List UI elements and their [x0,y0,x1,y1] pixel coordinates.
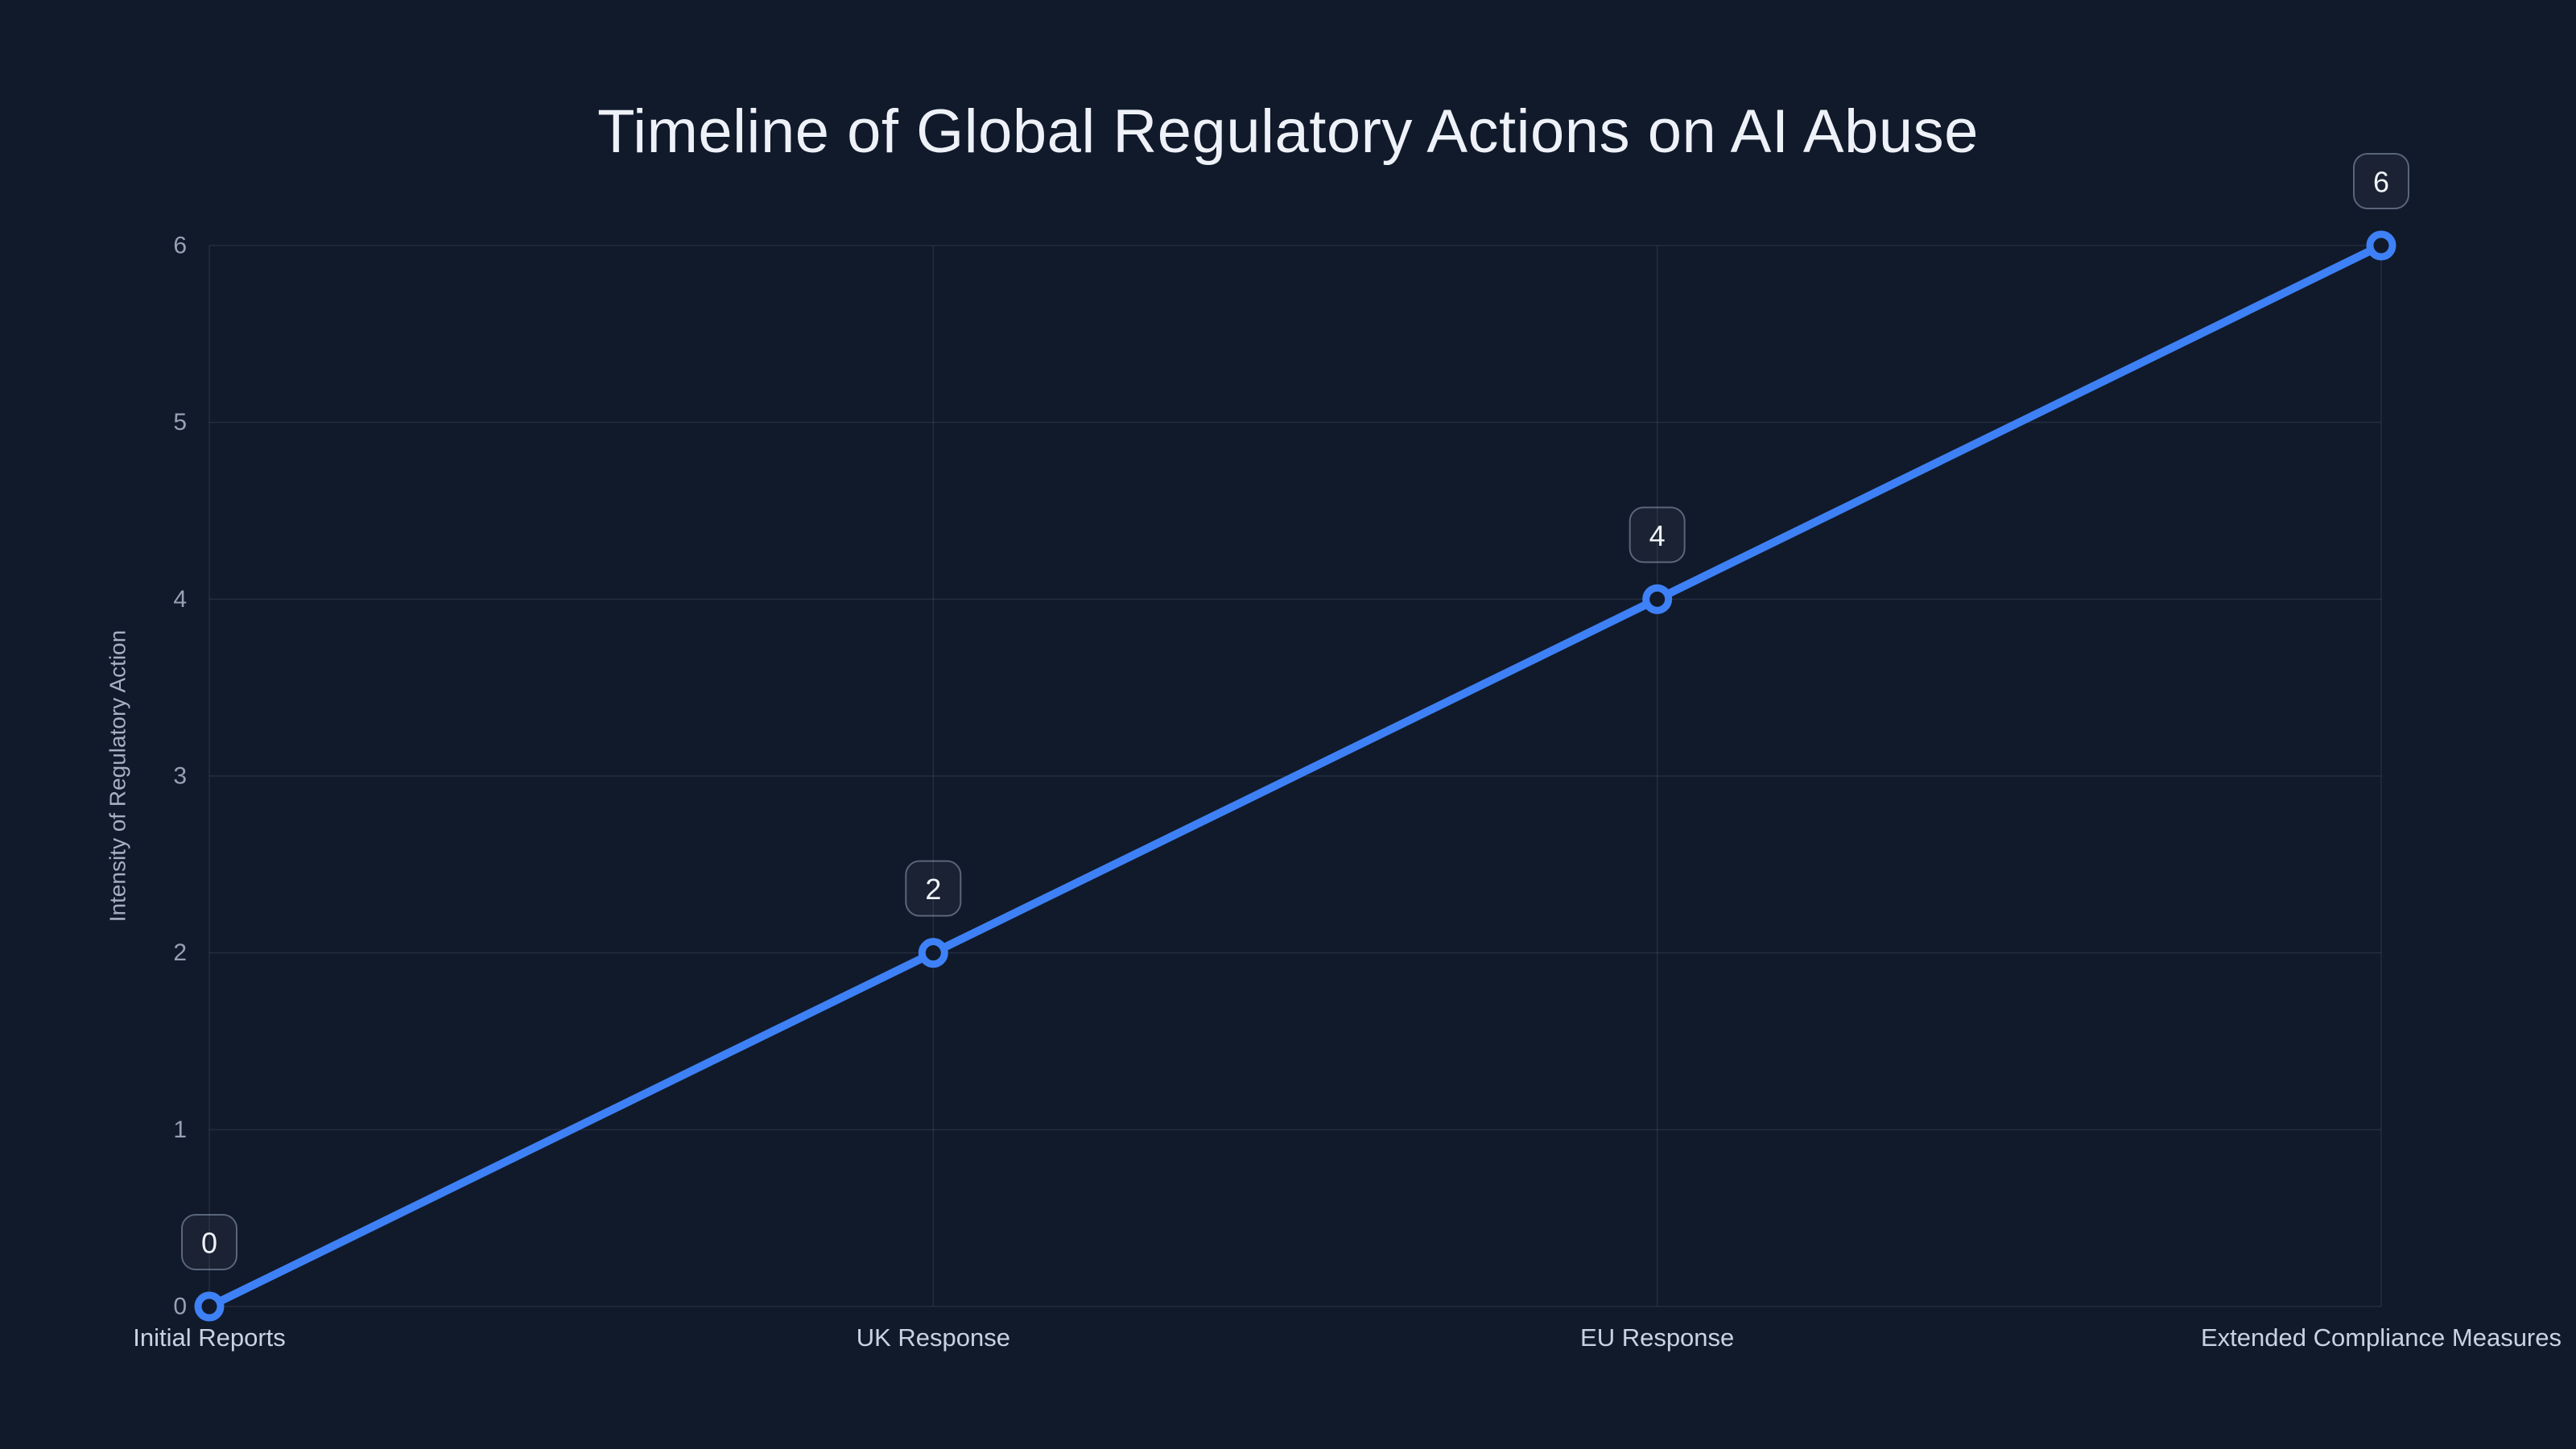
y-axis-title: Intensity of Regulatory Action [105,630,130,923]
x-axis-label-2: EU Response [1580,1323,1734,1352]
y-tick-label-1: 1 [173,1117,187,1143]
y-tick-label-4: 4 [173,586,187,613]
y-tick-label-2: 2 [173,939,187,966]
point-label-box-1 [905,860,962,917]
point-label-box-2 [1629,506,1686,564]
point-label-box-0 [181,1214,237,1270]
y-tick-label-3: 3 [173,763,187,790]
point-label-text-2: 4 [1649,519,1666,552]
series-line [207,242,2384,1311]
y-tick-label-5: 5 [173,409,187,436]
data-point-marker-1[interactable] [918,938,948,968]
point-label-text-0: 0 [201,1227,217,1260]
data-point-marker-2[interactable] [1642,584,1673,614]
y-tick-label-6: 6 [173,233,187,259]
y-tick-label-0: 0 [173,1294,187,1320]
point-label-text-3: 6 [2373,166,2389,199]
x-axis-label-3: Extended Compliance Measures [2201,1323,2562,1352]
point-label-box-3 [2353,153,2409,209]
data-point-marker-3[interactable] [2366,230,2396,261]
data-point-marker-0[interactable] [194,1291,225,1322]
x-axis-label-1: UK Response [857,1323,1010,1352]
x-axis-label-0: Initial Reports [133,1323,286,1352]
point-label-text-1: 2 [925,873,941,906]
